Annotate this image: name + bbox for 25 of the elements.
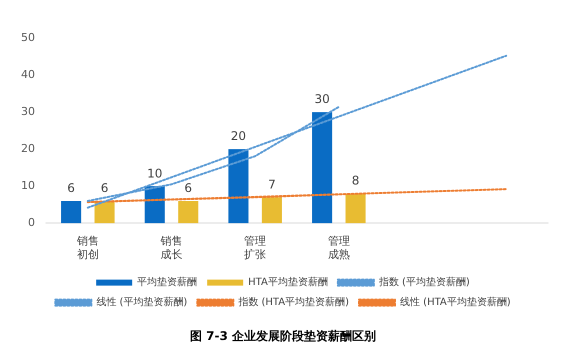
- data-label: 10: [147, 166, 162, 180]
- data-label: 6: [100, 181, 108, 196]
- data-label: 20: [230, 129, 246, 144]
- data-label: 30: [314, 92, 330, 106]
- y-tick-label: 20: [20, 142, 35, 155]
- data-label: 7: [268, 177, 276, 192]
- text: 图 7-3 企业发展阶段垫资薪酬区别: [190, 328, 376, 343]
- legend-label: HTA平均垫资薪酬: [248, 276, 328, 288]
- legend-label: 指数 (平均垫资薪酬): [378, 276, 470, 288]
- y-tick-label: 0: [28, 216, 35, 230]
- legend-label: 线性 (平均垫资薪酬): [96, 296, 188, 308]
- data-label: 8: [352, 174, 360, 188]
- x-tick-label: 销售成长: [160, 234, 182, 261]
- y-tick-label: 50: [20, 30, 35, 44]
- y-tick-label: 40: [20, 68, 35, 81]
- data-label: 6: [67, 181, 75, 196]
- x-tick-label: 管理扩张: [244, 234, 266, 261]
- x-tick-label: 管理成熟: [328, 234, 350, 261]
- y-tick-label: 10: [20, 179, 35, 192]
- legend-label: 线性 (HTA平均垫资薪酬): [400, 296, 511, 308]
- data-label: 6: [184, 181, 192, 196]
- legend-label: 平均垫资薪酬: [137, 276, 198, 288]
- y-tick-label: 30: [20, 104, 35, 118]
- x-tick-label: 销售初创: [76, 234, 99, 261]
- legend-label: 指数 (HTA平均垫资薪酬): [237, 296, 350, 308]
